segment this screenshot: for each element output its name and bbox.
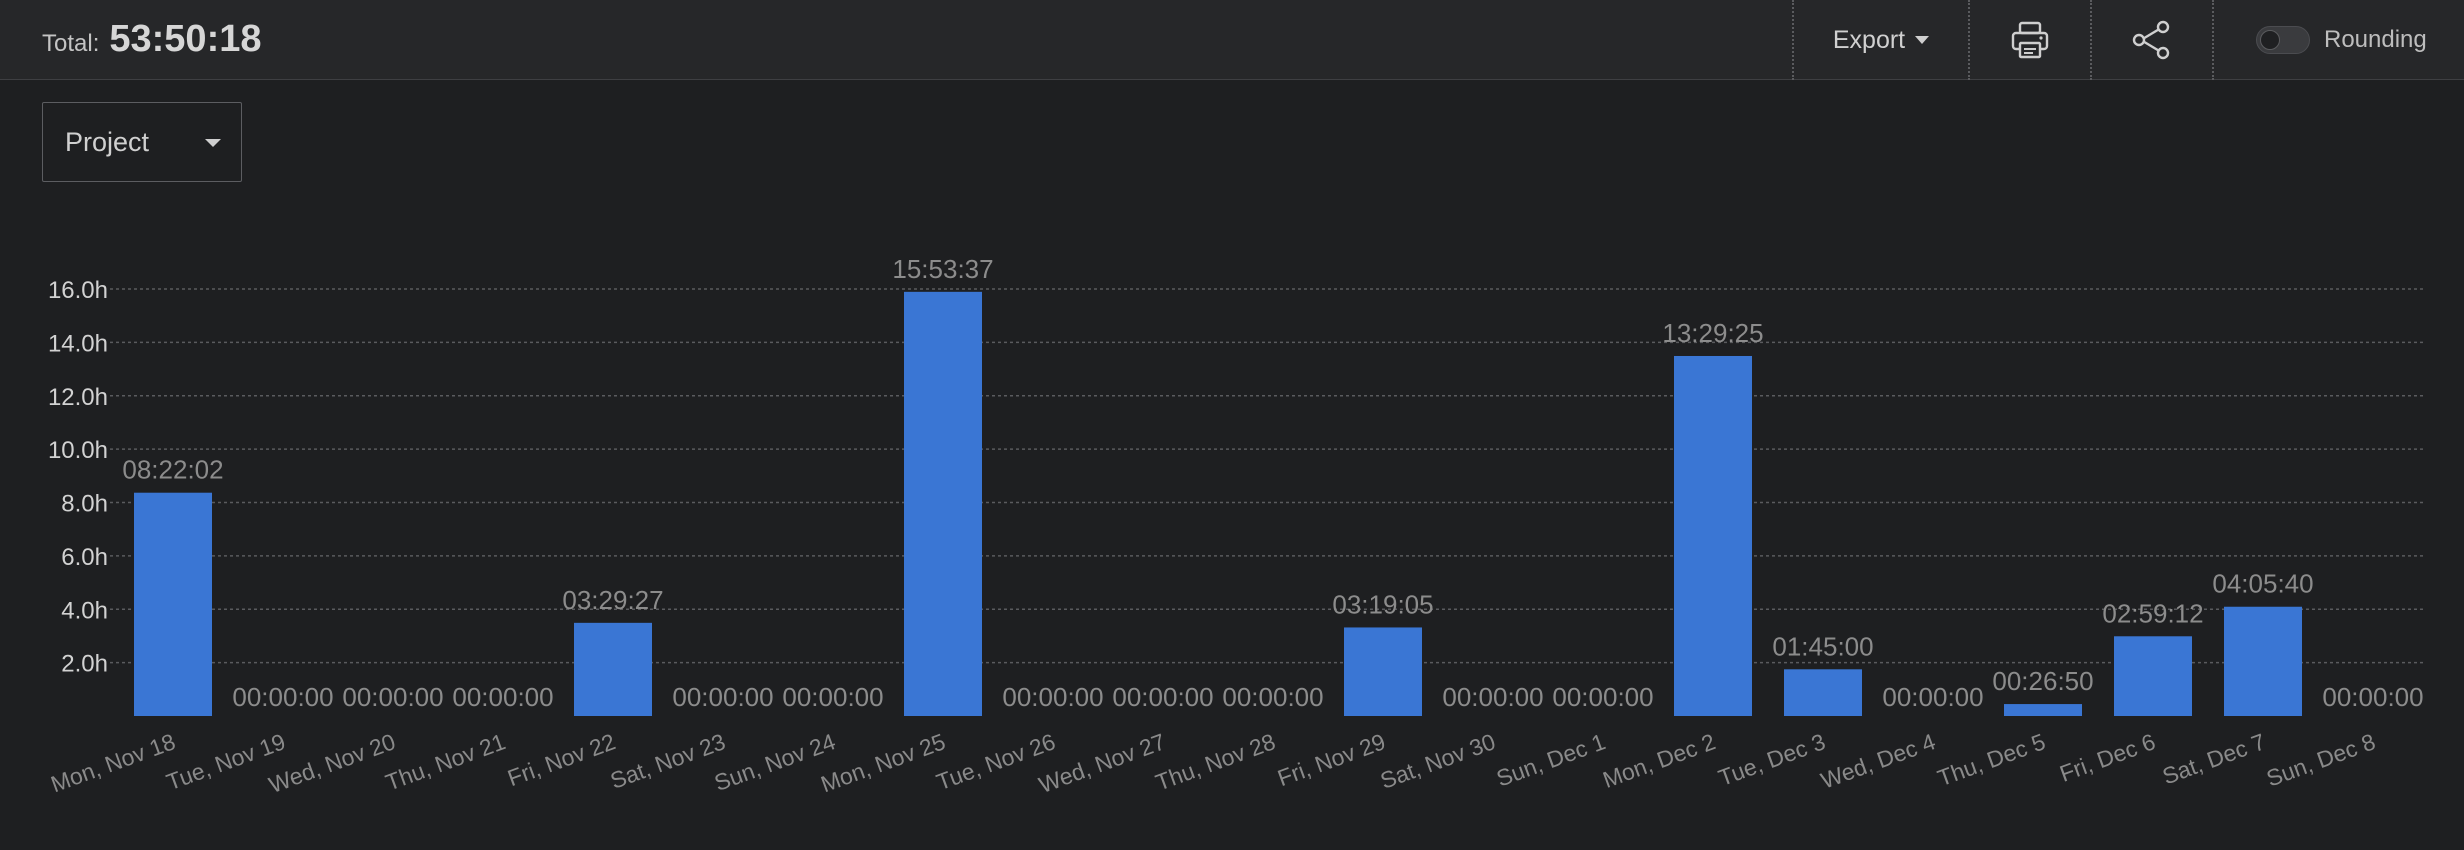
bar-value-label: 02:59:12 xyxy=(2102,598,2203,628)
bar-value-label: 00:00:00 xyxy=(1002,682,1103,712)
bar[interactable] xyxy=(2114,636,2192,716)
bar-value-label: 00:00:00 xyxy=(672,682,773,712)
bar-value-label: 00:00:00 xyxy=(782,682,883,712)
bar[interactable] xyxy=(904,292,982,716)
x-tick-label: Sat, Dec 7 xyxy=(2159,728,2269,789)
y-tick-label: 16.0h xyxy=(48,277,108,304)
bar-value-label: 03:29:27 xyxy=(562,585,663,615)
bar-value-label: 00:26:50 xyxy=(1992,666,2093,696)
bar-value-label: 15:53:37 xyxy=(892,254,993,284)
x-tick-label: Fri, Nov 29 xyxy=(1274,728,1389,791)
bar-value-label: 00:00:00 xyxy=(1882,682,1983,712)
y-tick-label: 12.0h xyxy=(48,384,108,411)
bar-value-label: 08:22:02 xyxy=(122,455,223,485)
x-tick-label: Sat, Nov 30 xyxy=(1377,728,1499,794)
bar-value-label: 01:45:00 xyxy=(1772,631,1873,661)
y-tick-label: 4.0h xyxy=(61,597,108,624)
bar-value-label: 00:00:00 xyxy=(1112,682,1213,712)
bar[interactable] xyxy=(1344,627,1422,716)
y-tick-label: 8.0h xyxy=(61,491,108,518)
bar[interactable] xyxy=(134,493,212,716)
y-tick-label: 10.0h xyxy=(48,437,108,464)
x-tick-label: Sat, Nov 23 xyxy=(607,728,729,794)
x-tick-label: Thu, Nov 28 xyxy=(1152,728,1279,795)
x-tick-label: Wed, Dec 4 xyxy=(1817,728,1939,793)
x-tick-label: Sun, Dec 1 xyxy=(1493,728,1609,791)
bar-value-label: 00:00:00 xyxy=(232,682,333,712)
bar-value-label: 00:00:00 xyxy=(1552,682,1653,712)
x-tick-label: Fri, Nov 22 xyxy=(504,728,619,791)
x-tick-label: Fri, Dec 6 xyxy=(2056,728,2159,787)
bar-value-label: 04:05:40 xyxy=(2212,569,2313,599)
bar[interactable] xyxy=(574,623,652,716)
x-tick-label: Thu, Dec 5 xyxy=(1934,728,2049,791)
bar-value-label: 00:00:00 xyxy=(1442,682,1543,712)
y-tick-label: 2.0h xyxy=(61,651,108,678)
bar[interactable] xyxy=(1784,669,1862,716)
x-tick-label: Mon, Dec 2 xyxy=(1599,728,1718,793)
x-tick-label: Sun, Dec 8 xyxy=(2263,728,2379,791)
y-tick-label: 6.0h xyxy=(61,544,108,571)
x-tick-label: Thu, Nov 21 xyxy=(382,728,509,795)
bar-value-label: 00:00:00 xyxy=(1222,682,1323,712)
x-tick-label: Mon, Nov 18 xyxy=(47,728,178,797)
x-tick-label: Wed, Nov 20 xyxy=(265,728,398,798)
bar[interactable] xyxy=(2224,607,2302,716)
x-tick-label: Tue, Dec 3 xyxy=(1715,728,1829,791)
x-tick-label: Wed, Nov 27 xyxy=(1035,728,1168,798)
bar-value-label: 00:00:00 xyxy=(342,682,443,712)
bar[interactable] xyxy=(1674,356,1752,716)
bar[interactable] xyxy=(2004,704,2082,716)
x-tick-label: Sun, Nov 24 xyxy=(711,728,839,796)
bar-value-label: 00:00:00 xyxy=(2322,682,2423,712)
x-tick-label: Mon, Nov 25 xyxy=(817,728,948,797)
bar-value-label: 03:19:05 xyxy=(1332,589,1433,619)
y-tick-label: 14.0h xyxy=(48,330,108,357)
bar-value-label: 13:29:25 xyxy=(1662,318,1763,348)
bar-value-label: 00:00:00 xyxy=(452,682,553,712)
